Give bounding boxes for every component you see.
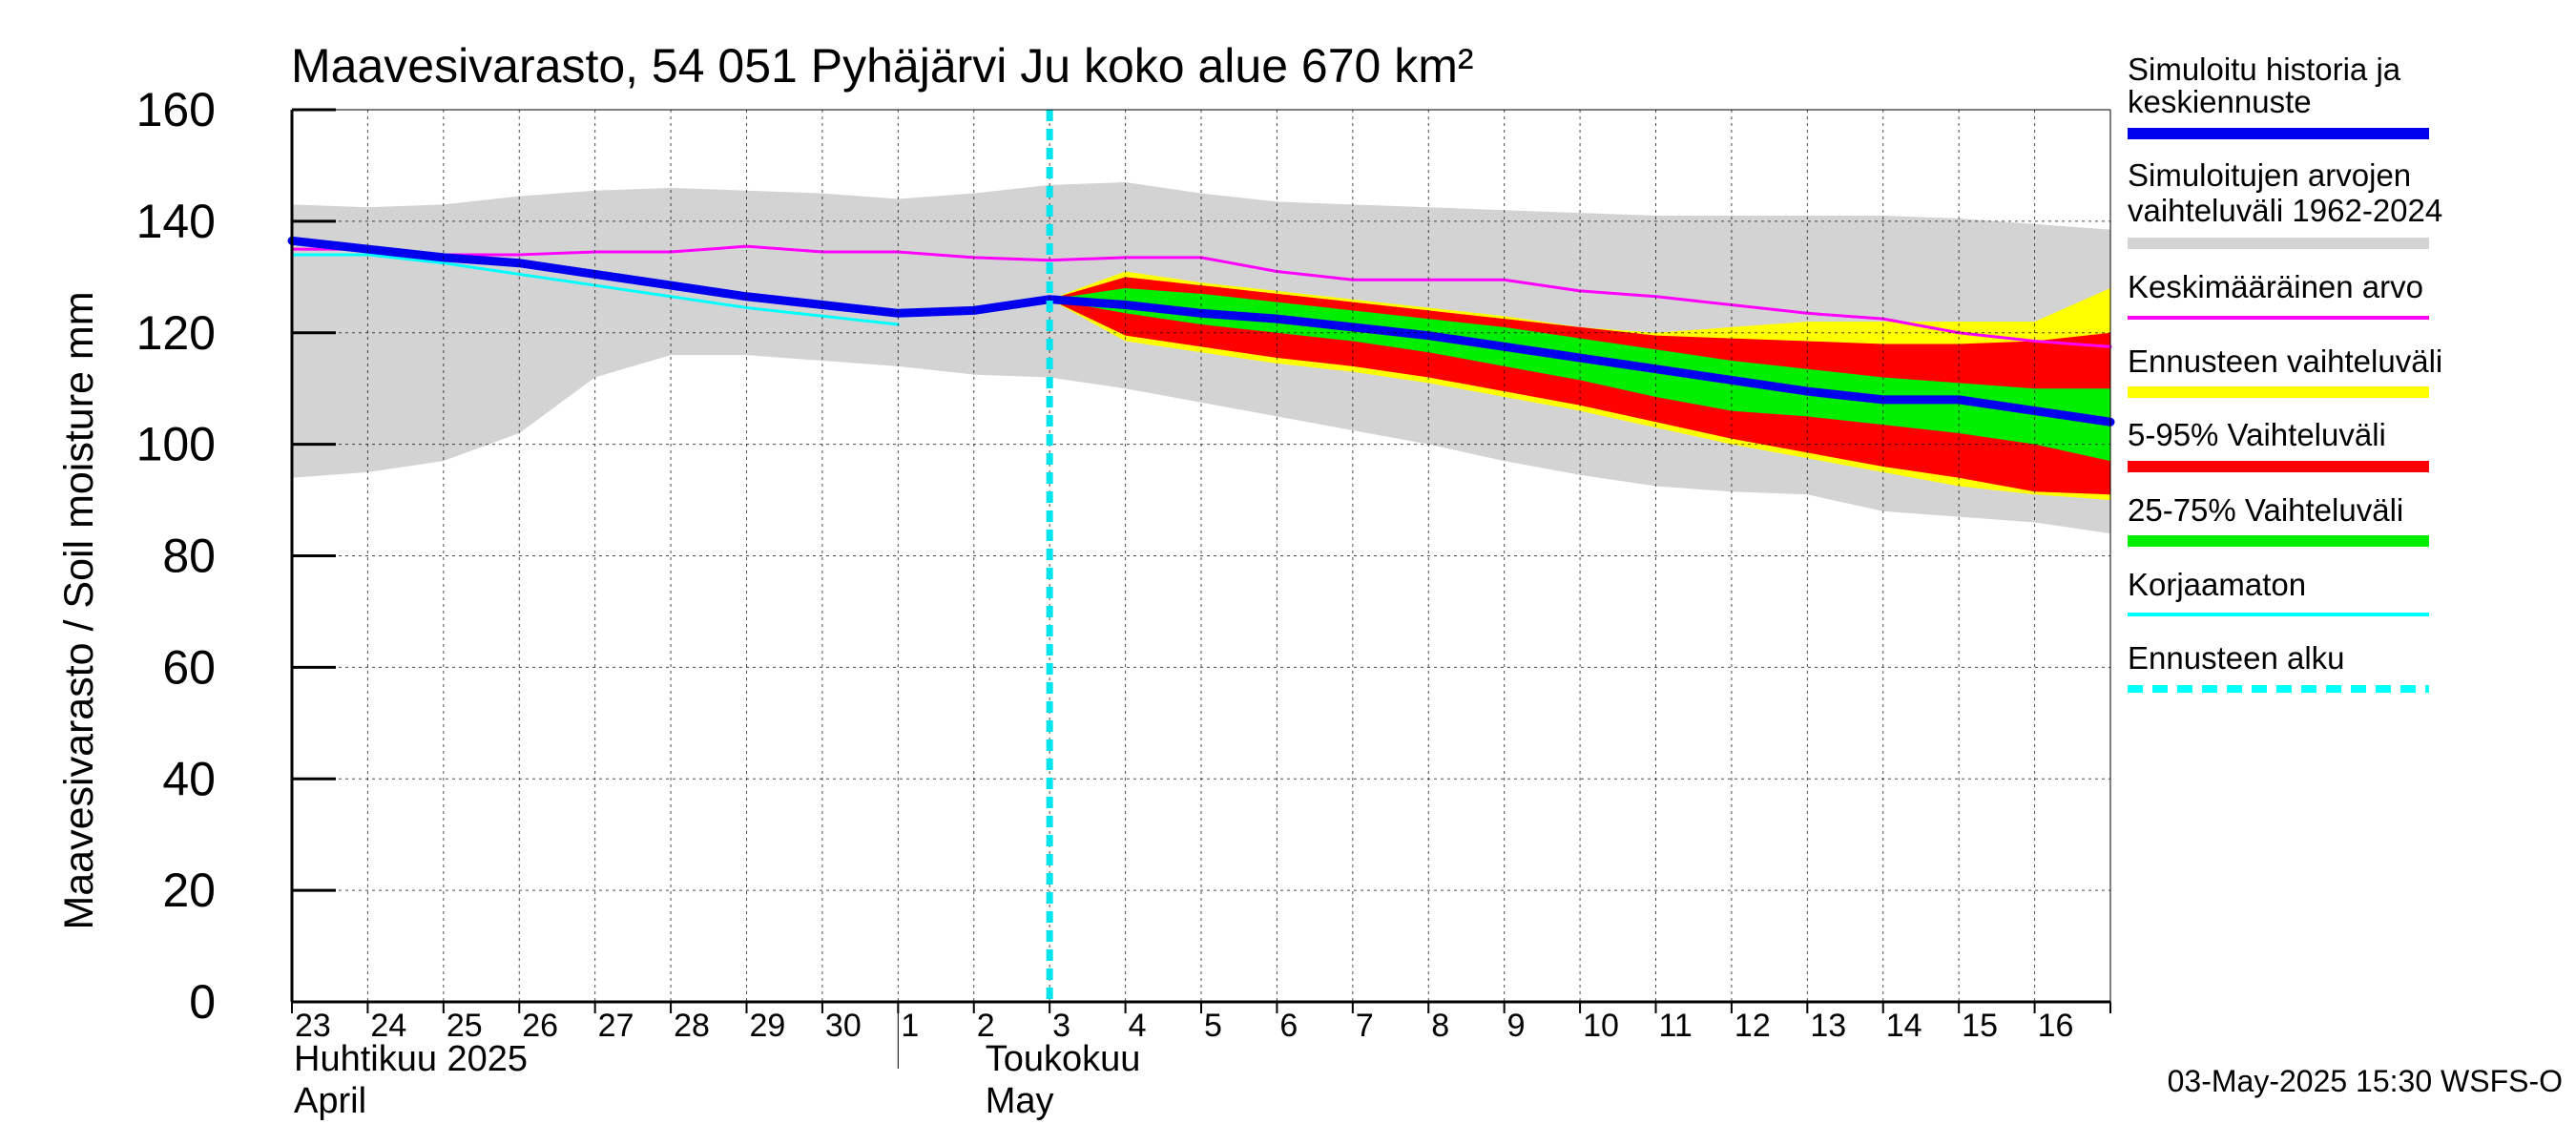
legend-label: 25-75% Vaihteluväli — [2128, 492, 2403, 528]
x-tick-label: 1 — [901, 1008, 919, 1044]
x-tick-label: 11 — [1659, 1008, 1693, 1044]
x-tick-label: 7 — [1356, 1008, 1374, 1044]
y-axis-label: Maavesivarasto / Soil moisture mm — [56, 291, 102, 929]
legend-label: Simuloitujen arvojen — [2128, 157, 2411, 193]
x-tick-label: 24 — [370, 1008, 406, 1044]
month-label-en: May — [986, 1081, 1054, 1121]
x-tick-label: 25 — [447, 1008, 483, 1044]
x-tick-label: 15 — [1962, 1008, 1998, 1044]
x-tick-label: 10 — [1583, 1008, 1619, 1044]
series-3-band — [1049, 288, 2110, 462]
y-tick-label: 100 — [136, 418, 216, 471]
legend-label: Ennusteen alku — [2128, 640, 2345, 676]
x-tick-label: 9 — [1507, 1008, 1526, 1044]
x-tick-label: 14 — [1886, 1008, 1922, 1044]
legend-label-line2: keskiennuste — [2128, 84, 2312, 119]
x-tick-label: 8 — [1431, 1008, 1449, 1044]
legend-label: Simuloitu historia ja — [2128, 52, 2401, 87]
month-label-en: April — [294, 1081, 366, 1121]
y-tick-label: 40 — [162, 752, 216, 805]
y-tick-label: 160 — [136, 83, 216, 136]
timestamp: 03-May-2025 15:30 WSFS-O — [2168, 1064, 2563, 1098]
month-label: Huhtikuu 2025 — [294, 1039, 528, 1079]
x-tick-label: 12 — [1735, 1008, 1771, 1044]
chart-title: Maavesivarasto, 54 051 Pyhäjärvi Ju koko… — [291, 39, 1474, 93]
y-tick-label: 140 — [136, 195, 216, 248]
month-label: Toukokuu — [986, 1039, 1141, 1079]
y-tick-label: 120 — [136, 306, 216, 360]
y-tick-label: 0 — [189, 975, 216, 1029]
legend-label-line2: vaihteluväli 1962-2024 — [2128, 193, 2442, 228]
x-tick-label: 4 — [1129, 1008, 1147, 1044]
x-tick-label: 3 — [1052, 1008, 1070, 1044]
y-tick-label: 60 — [162, 640, 216, 694]
legend-label: Ennusteen vaihteluväli — [2128, 344, 2442, 379]
y-tick-label: 80 — [162, 530, 216, 583]
x-tick-label: 13 — [1810, 1008, 1846, 1044]
x-tick-label: 29 — [750, 1008, 786, 1044]
x-tick-label: 30 — [825, 1008, 862, 1044]
x-tick-label: 6 — [1279, 1008, 1298, 1044]
y-tick-label: 20 — [162, 864, 216, 917]
legend-label: Keskimääräinen arvo — [2128, 269, 2423, 304]
x-tick-label: 16 — [2038, 1008, 2074, 1044]
x-tick-label: 27 — [598, 1008, 634, 1044]
x-tick-label: 23 — [295, 1008, 331, 1044]
x-tick-label: 5 — [1204, 1008, 1222, 1044]
x-tick-label: 26 — [522, 1008, 558, 1044]
legend-label: Korjaamaton — [2128, 567, 2306, 602]
x-tick-label: 2 — [977, 1008, 995, 1044]
x-tick-label: 28 — [674, 1008, 710, 1044]
legend-label: 5-95% Vaihteluväli — [2128, 417, 2386, 452]
